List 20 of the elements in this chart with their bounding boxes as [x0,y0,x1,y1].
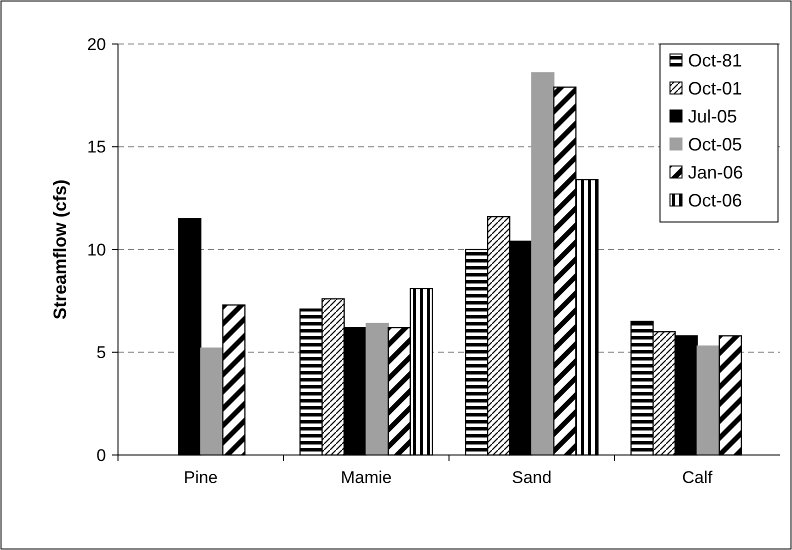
x-tick-label: Calf [682,468,713,487]
legend-label: Oct-05 [688,134,742,154]
legend-label: Oct-81 [688,50,742,70]
y-tick-label: 0 [96,446,106,465]
y-tick-label: 10 [87,240,106,260]
x-tick-label: Pine [184,468,218,487]
legend-label: Jul-05 [688,106,738,126]
x-tick-label: Mamie [340,468,392,487]
x-tick-label: Sand [512,468,552,487]
y-axis-title: Streamflow (cfs) [50,179,70,320]
legend-label: Oct-06 [688,190,742,210]
legend-label: Jan-06 [688,162,744,182]
legend-label: Oct-01 [688,78,742,98]
bar [696,345,720,456]
bar [200,348,224,456]
bar [531,72,554,456]
y-tick-label: 15 [87,138,106,157]
y-tick-label: 20 [87,34,106,54]
bar [366,322,389,456]
y-tick-label: 5 [96,343,106,362]
